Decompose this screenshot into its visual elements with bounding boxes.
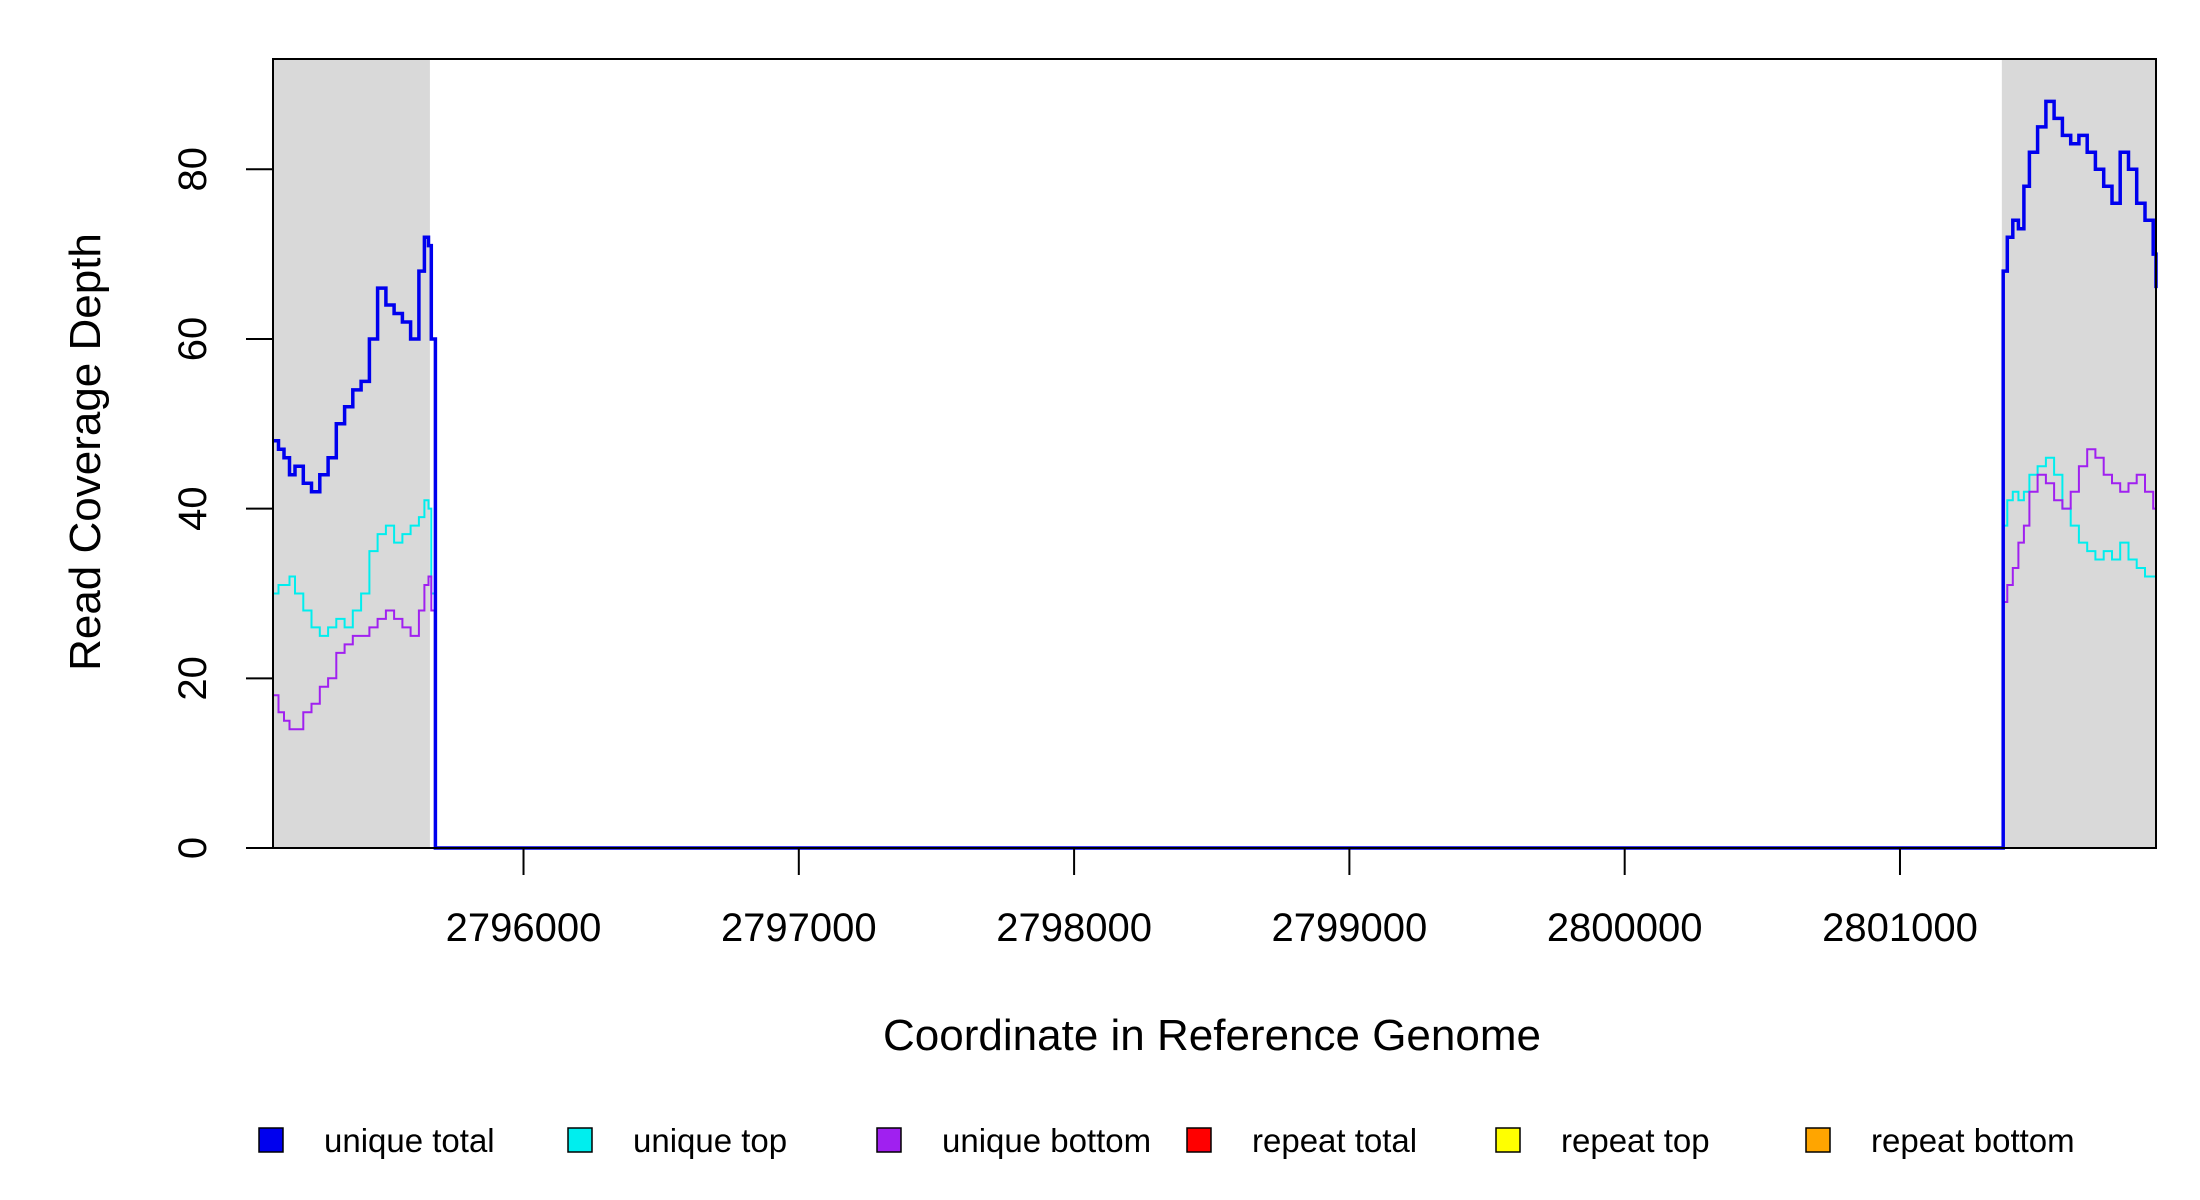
- legend-swatch: [258, 1127, 284, 1153]
- y-tick-label: 80: [171, 147, 215, 192]
- y-tick-label: 20: [171, 656, 215, 701]
- legend-swatch: [1495, 1127, 1521, 1153]
- legend-swatch: [876, 1127, 902, 1153]
- series-lines: [273, 99, 2158, 850]
- legend-label: repeat total: [1252, 1122, 1417, 1159]
- x-tick-label: 2798000: [996, 906, 1152, 950]
- x-tick-label: 2796000: [446, 906, 602, 950]
- legend: unique total unique top unique bottom repea…: [258, 1122, 2075, 1159]
- y-tick-label: 40: [171, 486, 215, 530]
- legend-label: repeat top: [1561, 1122, 1710, 1159]
- x-tick-label: 2800000: [1547, 906, 1703, 950]
- x-tick-label: 2797000: [721, 906, 877, 950]
- x-axis: 2796000 2797000 2798000 2799000 2800000 28010…: [446, 848, 1978, 950]
- x-tick-label: 2801000: [1822, 906, 1978, 950]
- y-axis: 0 20 40 60 80: [171, 147, 273, 859]
- legend-label: unique total: [324, 1122, 495, 1159]
- x-axis-title: Coordinate in Reference Genome: [883, 1011, 1541, 1060]
- legend-label: unique bottom: [942, 1122, 1151, 1159]
- legend-label: repeat bottom: [1871, 1122, 2075, 1159]
- series-line-unique-bottom: [273, 448, 2157, 849]
- shaded-region: [2001, 59, 2156, 848]
- legend-swatch: [567, 1127, 593, 1153]
- legend-label: unique top: [633, 1122, 787, 1159]
- series-line-unique-top: [273, 456, 2157, 849]
- plot-frame: [272, 58, 2157, 849]
- series-line-unique-total: [273, 99, 2158, 850]
- y-tick-label: 60: [171, 317, 215, 362]
- shaded-region: [273, 59, 430, 848]
- legend-swatch: [1805, 1127, 1831, 1153]
- y-axis-title: Read Coverage Depth: [61, 233, 110, 671]
- y-tick-label: 0: [171, 837, 215, 859]
- shaded-regions: [273, 59, 2156, 848]
- x-tick-label: 2799000: [1272, 906, 1428, 950]
- legend-swatch: [1186, 1127, 1212, 1153]
